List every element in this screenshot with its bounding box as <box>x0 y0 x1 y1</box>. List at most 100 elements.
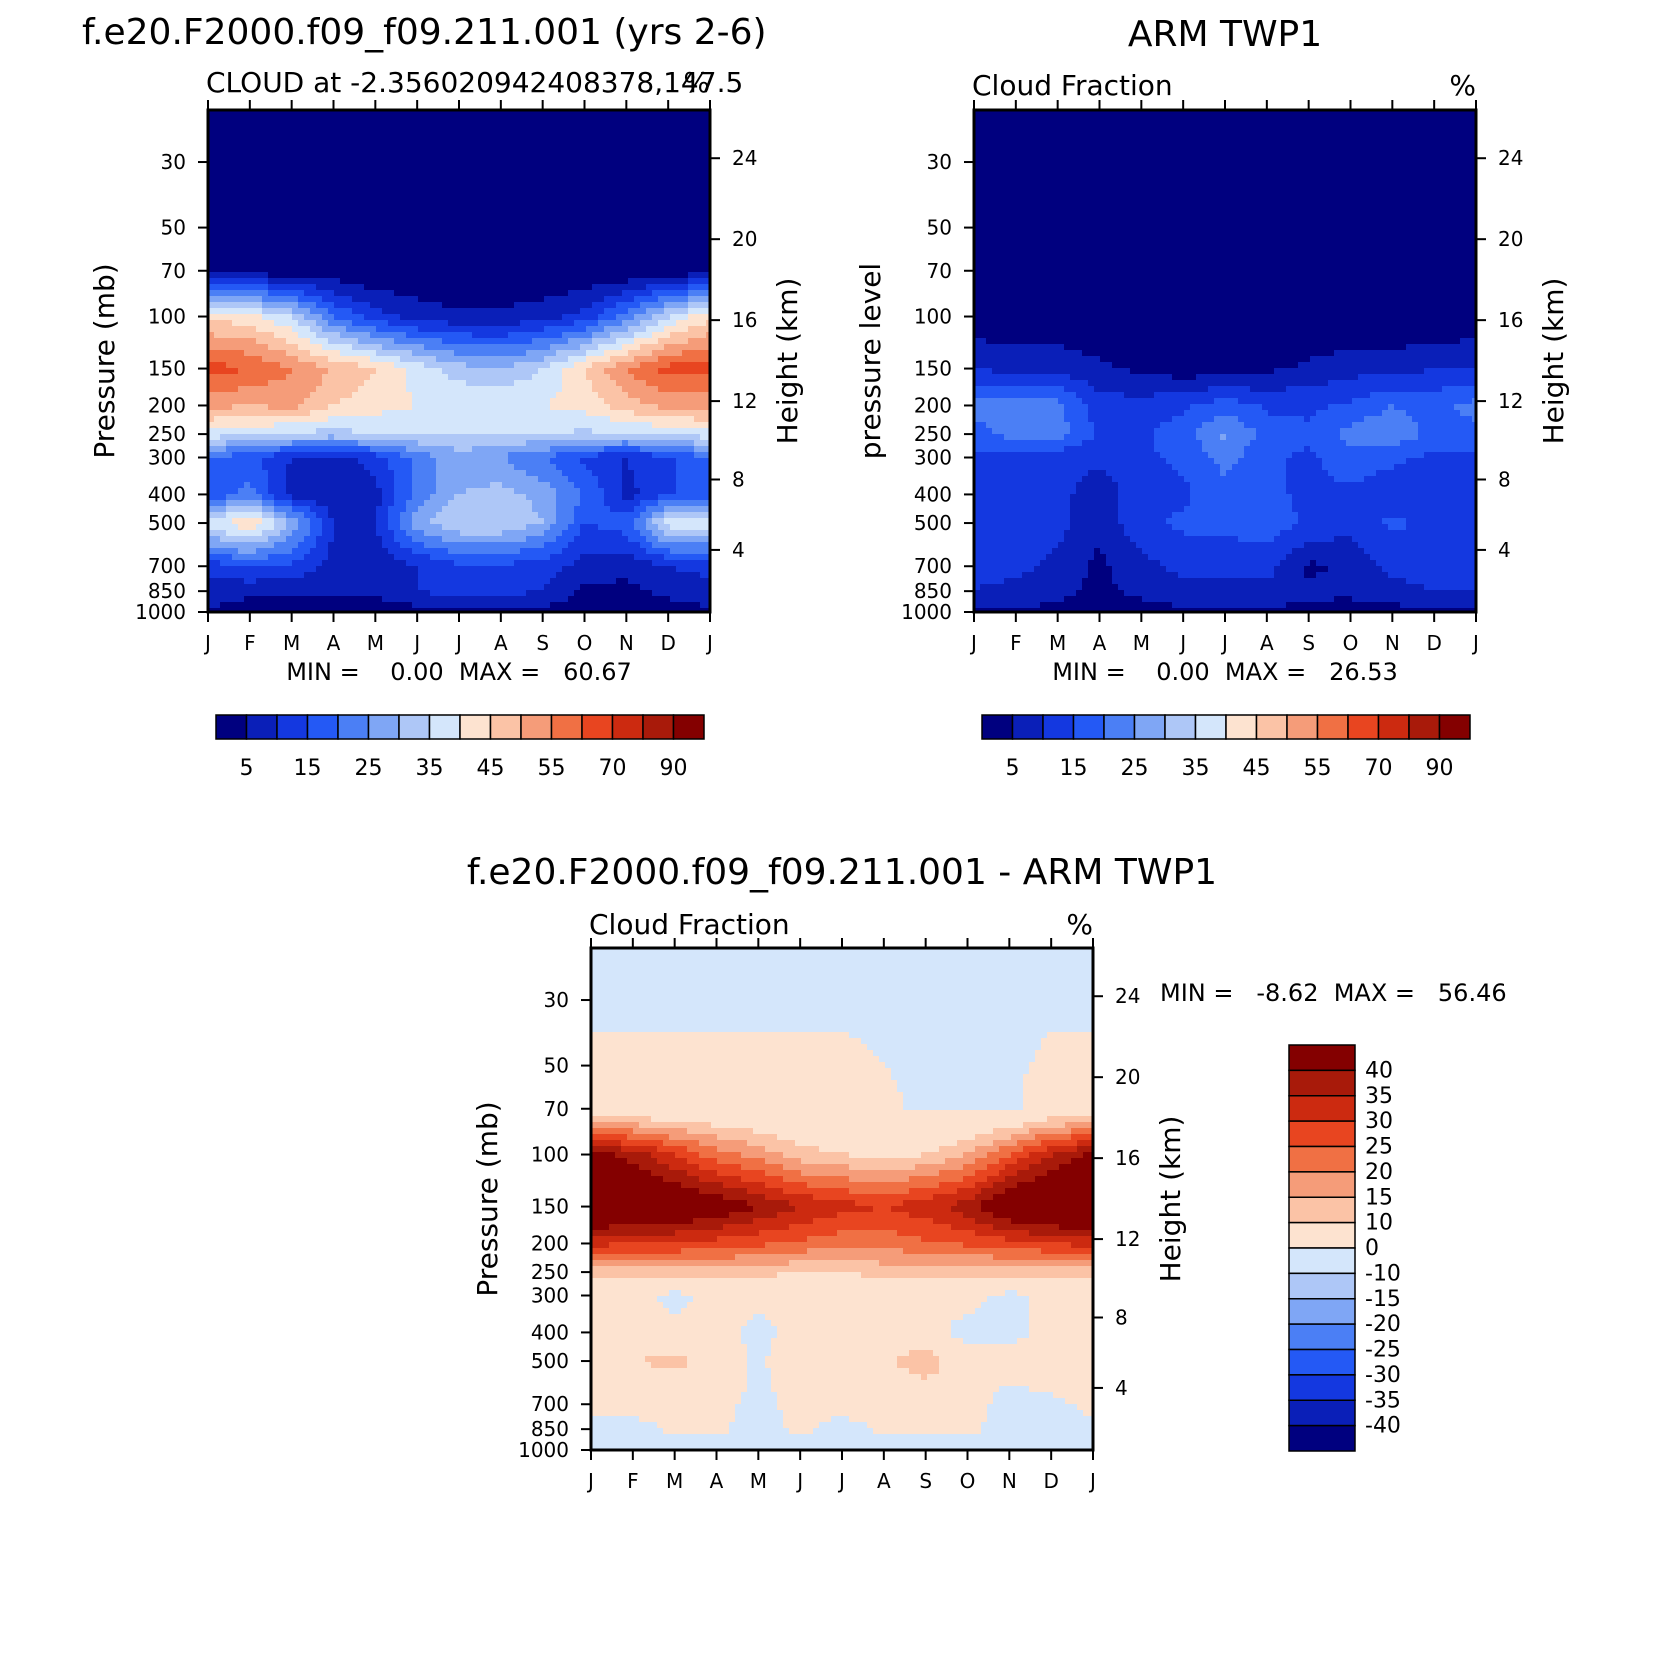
field-cell <box>316 182 323 189</box>
field-cell <box>388 176 395 183</box>
field-cell <box>442 134 449 141</box>
field-cell <box>442 452 449 459</box>
field-cell <box>418 404 425 411</box>
field-cell <box>502 440 509 447</box>
field-cell <box>394 452 401 459</box>
field-cell <box>214 458 221 465</box>
field-cell <box>238 128 245 135</box>
field-cell <box>598 332 605 339</box>
field-cell <box>550 194 557 201</box>
field-cell <box>394 254 401 261</box>
field-cell <box>418 344 425 351</box>
field-cell <box>478 398 485 405</box>
field-cell <box>526 296 533 303</box>
field-cell <box>358 314 365 321</box>
field-cell <box>664 452 671 459</box>
field-cell <box>472 158 479 165</box>
field-cell <box>262 416 269 423</box>
field-cell <box>418 326 425 333</box>
field-cell <box>316 428 323 435</box>
field-cell <box>604 290 611 297</box>
field-cell <box>328 434 335 441</box>
field-cell <box>670 272 677 279</box>
field-cell <box>706 392 710 399</box>
field-cell <box>580 452 587 459</box>
field-cell <box>382 158 389 165</box>
field-cell <box>550 272 557 279</box>
field-cell <box>322 230 329 237</box>
field-cell <box>526 452 533 459</box>
field-cell <box>412 200 419 207</box>
field-cell <box>322 140 329 147</box>
field-cell <box>490 158 497 165</box>
field-cell <box>226 122 233 129</box>
field-cell <box>274 272 281 279</box>
field-cell <box>574 200 581 207</box>
field-cell <box>706 428 710 435</box>
field-cell <box>370 164 377 171</box>
field-cell <box>370 272 377 279</box>
field-cell <box>514 254 521 261</box>
field-cell <box>412 116 419 123</box>
field-cell <box>562 284 569 291</box>
field-cell <box>694 344 701 351</box>
field-cell <box>292 422 299 429</box>
field-cell <box>544 248 551 255</box>
field-cell <box>388 158 395 165</box>
field-cell <box>382 194 389 201</box>
field-cell <box>682 278 689 285</box>
field-cell <box>274 134 281 141</box>
field-cell <box>352 398 359 405</box>
field-cell <box>334 260 341 267</box>
field-cell <box>238 452 245 459</box>
field-cell <box>490 410 497 417</box>
field-cell <box>352 320 359 327</box>
field-cell <box>556 428 563 435</box>
field-cell <box>688 134 695 141</box>
field-cell <box>628 326 635 333</box>
field-cell <box>496 164 503 171</box>
field-cell <box>430 254 437 261</box>
field-cell <box>604 218 611 225</box>
field-cell <box>382 410 389 417</box>
field-cell <box>586 248 593 255</box>
field-cell <box>424 284 431 291</box>
field-cell <box>250 332 257 339</box>
field-cell <box>706 134 710 141</box>
field-cell <box>652 158 659 165</box>
field-cell <box>466 440 473 447</box>
field-cell <box>556 320 563 327</box>
field-cell <box>322 152 329 159</box>
field-cell <box>352 200 359 207</box>
field-cell <box>514 410 521 417</box>
field-cell <box>532 344 539 351</box>
field-cell <box>226 278 233 285</box>
field-cell <box>622 128 629 135</box>
field-cell <box>436 206 443 213</box>
field-cell <box>616 392 623 399</box>
field-cell <box>670 212 677 219</box>
field-cell <box>466 386 473 393</box>
field-cell <box>286 434 293 441</box>
field-cell <box>532 248 539 255</box>
field-cell <box>514 386 521 393</box>
field-cell <box>412 434 419 441</box>
field-cell <box>526 440 533 447</box>
field-cell <box>658 326 665 333</box>
field-cell <box>568 452 575 459</box>
field-cell <box>628 206 635 213</box>
field-cell <box>520 320 527 327</box>
field-cell <box>664 230 671 237</box>
field-cell <box>568 416 575 423</box>
field-cell <box>700 230 707 237</box>
field-cell <box>406 272 413 279</box>
field-cell <box>550 284 557 291</box>
field-cell <box>340 416 347 423</box>
field-cell <box>520 260 527 267</box>
field-cell <box>568 146 575 153</box>
field-cell <box>682 308 689 315</box>
field-cell <box>358 182 365 189</box>
field-cell <box>334 314 341 321</box>
field-cell <box>292 176 299 183</box>
field-cell <box>568 380 575 387</box>
